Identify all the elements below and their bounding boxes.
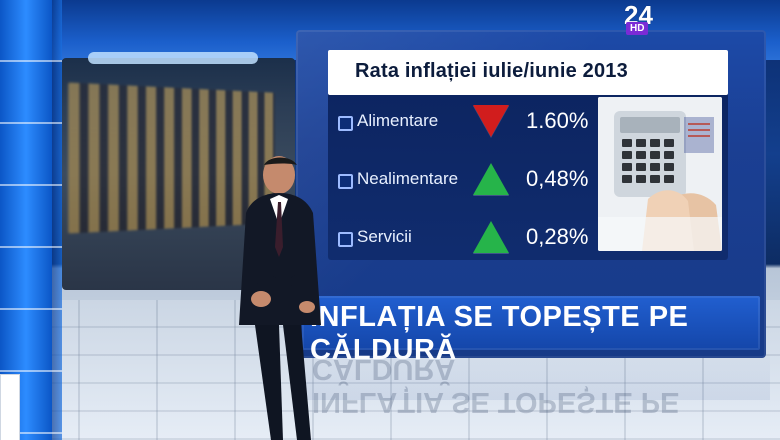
presenter-silhouette: [221, 155, 331, 440]
hd-badge: HD: [626, 22, 648, 35]
row-label: Nealimentare: [357, 169, 458, 189]
checkbox-icon: [338, 232, 353, 247]
checkbox-icon: [338, 174, 353, 189]
row-value: 0,28%: [526, 224, 588, 250]
channel-logo: 24 HD: [620, 0, 670, 28]
presenter: [221, 155, 331, 440]
row-label: Servicii: [357, 227, 412, 247]
inflation-rows: Alimentare 1.60% Nealimentare 0,48% Serv…: [328, 103, 588, 253]
panel-title: Rata inflației iulie/iunie 2013: [355, 60, 628, 83]
up-triangle-icon: [473, 163, 509, 195]
row-value: 1.60%: [526, 108, 588, 134]
row-alimentare: Alimentare 1.60%: [328, 103, 588, 143]
corner-ui-tile: [0, 374, 20, 440]
row-label: Alimentare: [357, 111, 438, 131]
down-triangle-icon: [473, 105, 509, 137]
calculator-illustration: [598, 97, 722, 251]
banner-reflection-text: INFLAȚIA SE TOPEȘTE PE CĂLDURĂ: [312, 352, 780, 418]
row-nealimentare: Nealimentare 0,48%: [328, 161, 588, 201]
row-value: 0,48%: [526, 166, 588, 192]
up-triangle-icon: [473, 221, 509, 253]
calculator-photo: [598, 97, 722, 251]
ceiling-light: [88, 52, 258, 64]
row-servicii: Servicii 0,28%: [328, 219, 588, 259]
checkbox-icon: [338, 116, 353, 131]
